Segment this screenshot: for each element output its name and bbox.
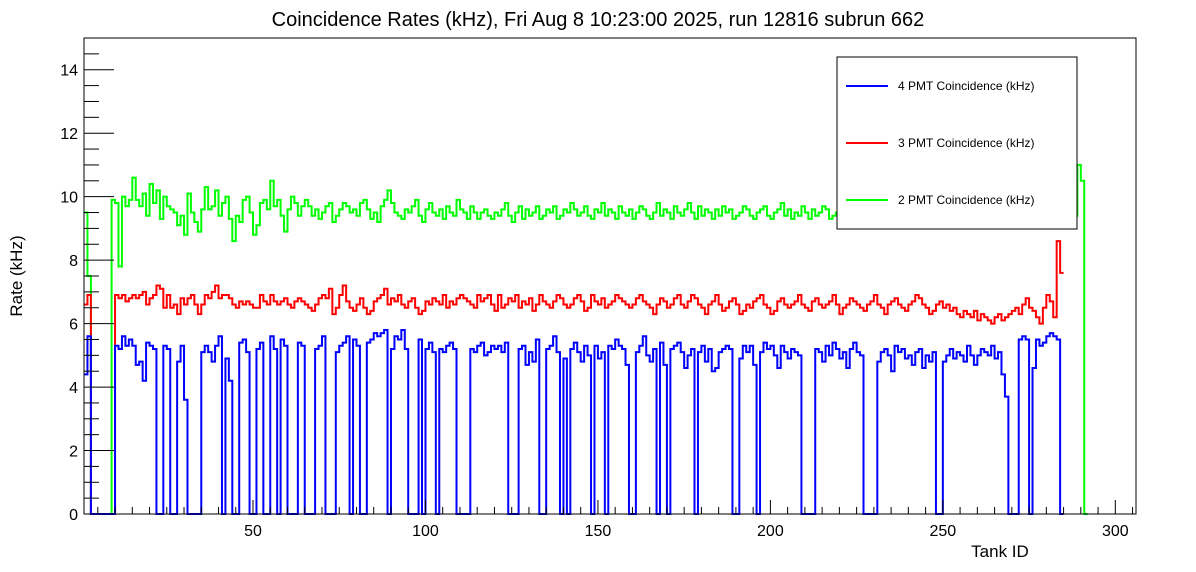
x-tick-label: 50: [244, 523, 262, 540]
x-tick-label: 100: [412, 523, 439, 540]
series-line-1: [84, 328, 1064, 515]
y-tick-label: 6: [69, 317, 78, 334]
legend-label-3: 2 PMT Coincidence (kHz): [898, 193, 1035, 207]
y-axis: 0 2 4 6 8 10 12 14: [60, 37, 114, 524]
x-axis-title: Tank ID: [971, 542, 1029, 561]
x-tick-label: 150: [585, 523, 612, 540]
x-tick-label: 200: [757, 523, 784, 540]
y-tick-label: 10: [60, 190, 78, 207]
y-tick-label: 14: [60, 63, 78, 80]
y-tick-label: 12: [60, 126, 78, 143]
x-tick-label: 250: [929, 523, 956, 540]
y-axis-title: Rate (kHz): [7, 235, 26, 316]
chart-title: Coincidence Rates (kHz), Fri Aug 8 10:23…: [272, 9, 925, 31]
x-axis: 50 100 150 200 250 300: [97, 500, 1134, 540]
y-tick-label: 8: [69, 253, 78, 270]
y-tick-label: 2: [69, 444, 78, 461]
legend-label-1: 4 PMT Coincidence (kHz): [898, 79, 1035, 93]
legend-label-2: 3 PMT Coincidence (kHz): [898, 136, 1035, 150]
y-tick-label: 4: [69, 380, 78, 397]
series-line-2: [84, 240, 1064, 515]
x-tick-label: 300: [1102, 523, 1129, 540]
legend: 4 PMT Coincidence (kHz) 3 PMT Coincidence…: [836, 56, 1078, 230]
y-tick-label: 0: [69, 507, 78, 524]
